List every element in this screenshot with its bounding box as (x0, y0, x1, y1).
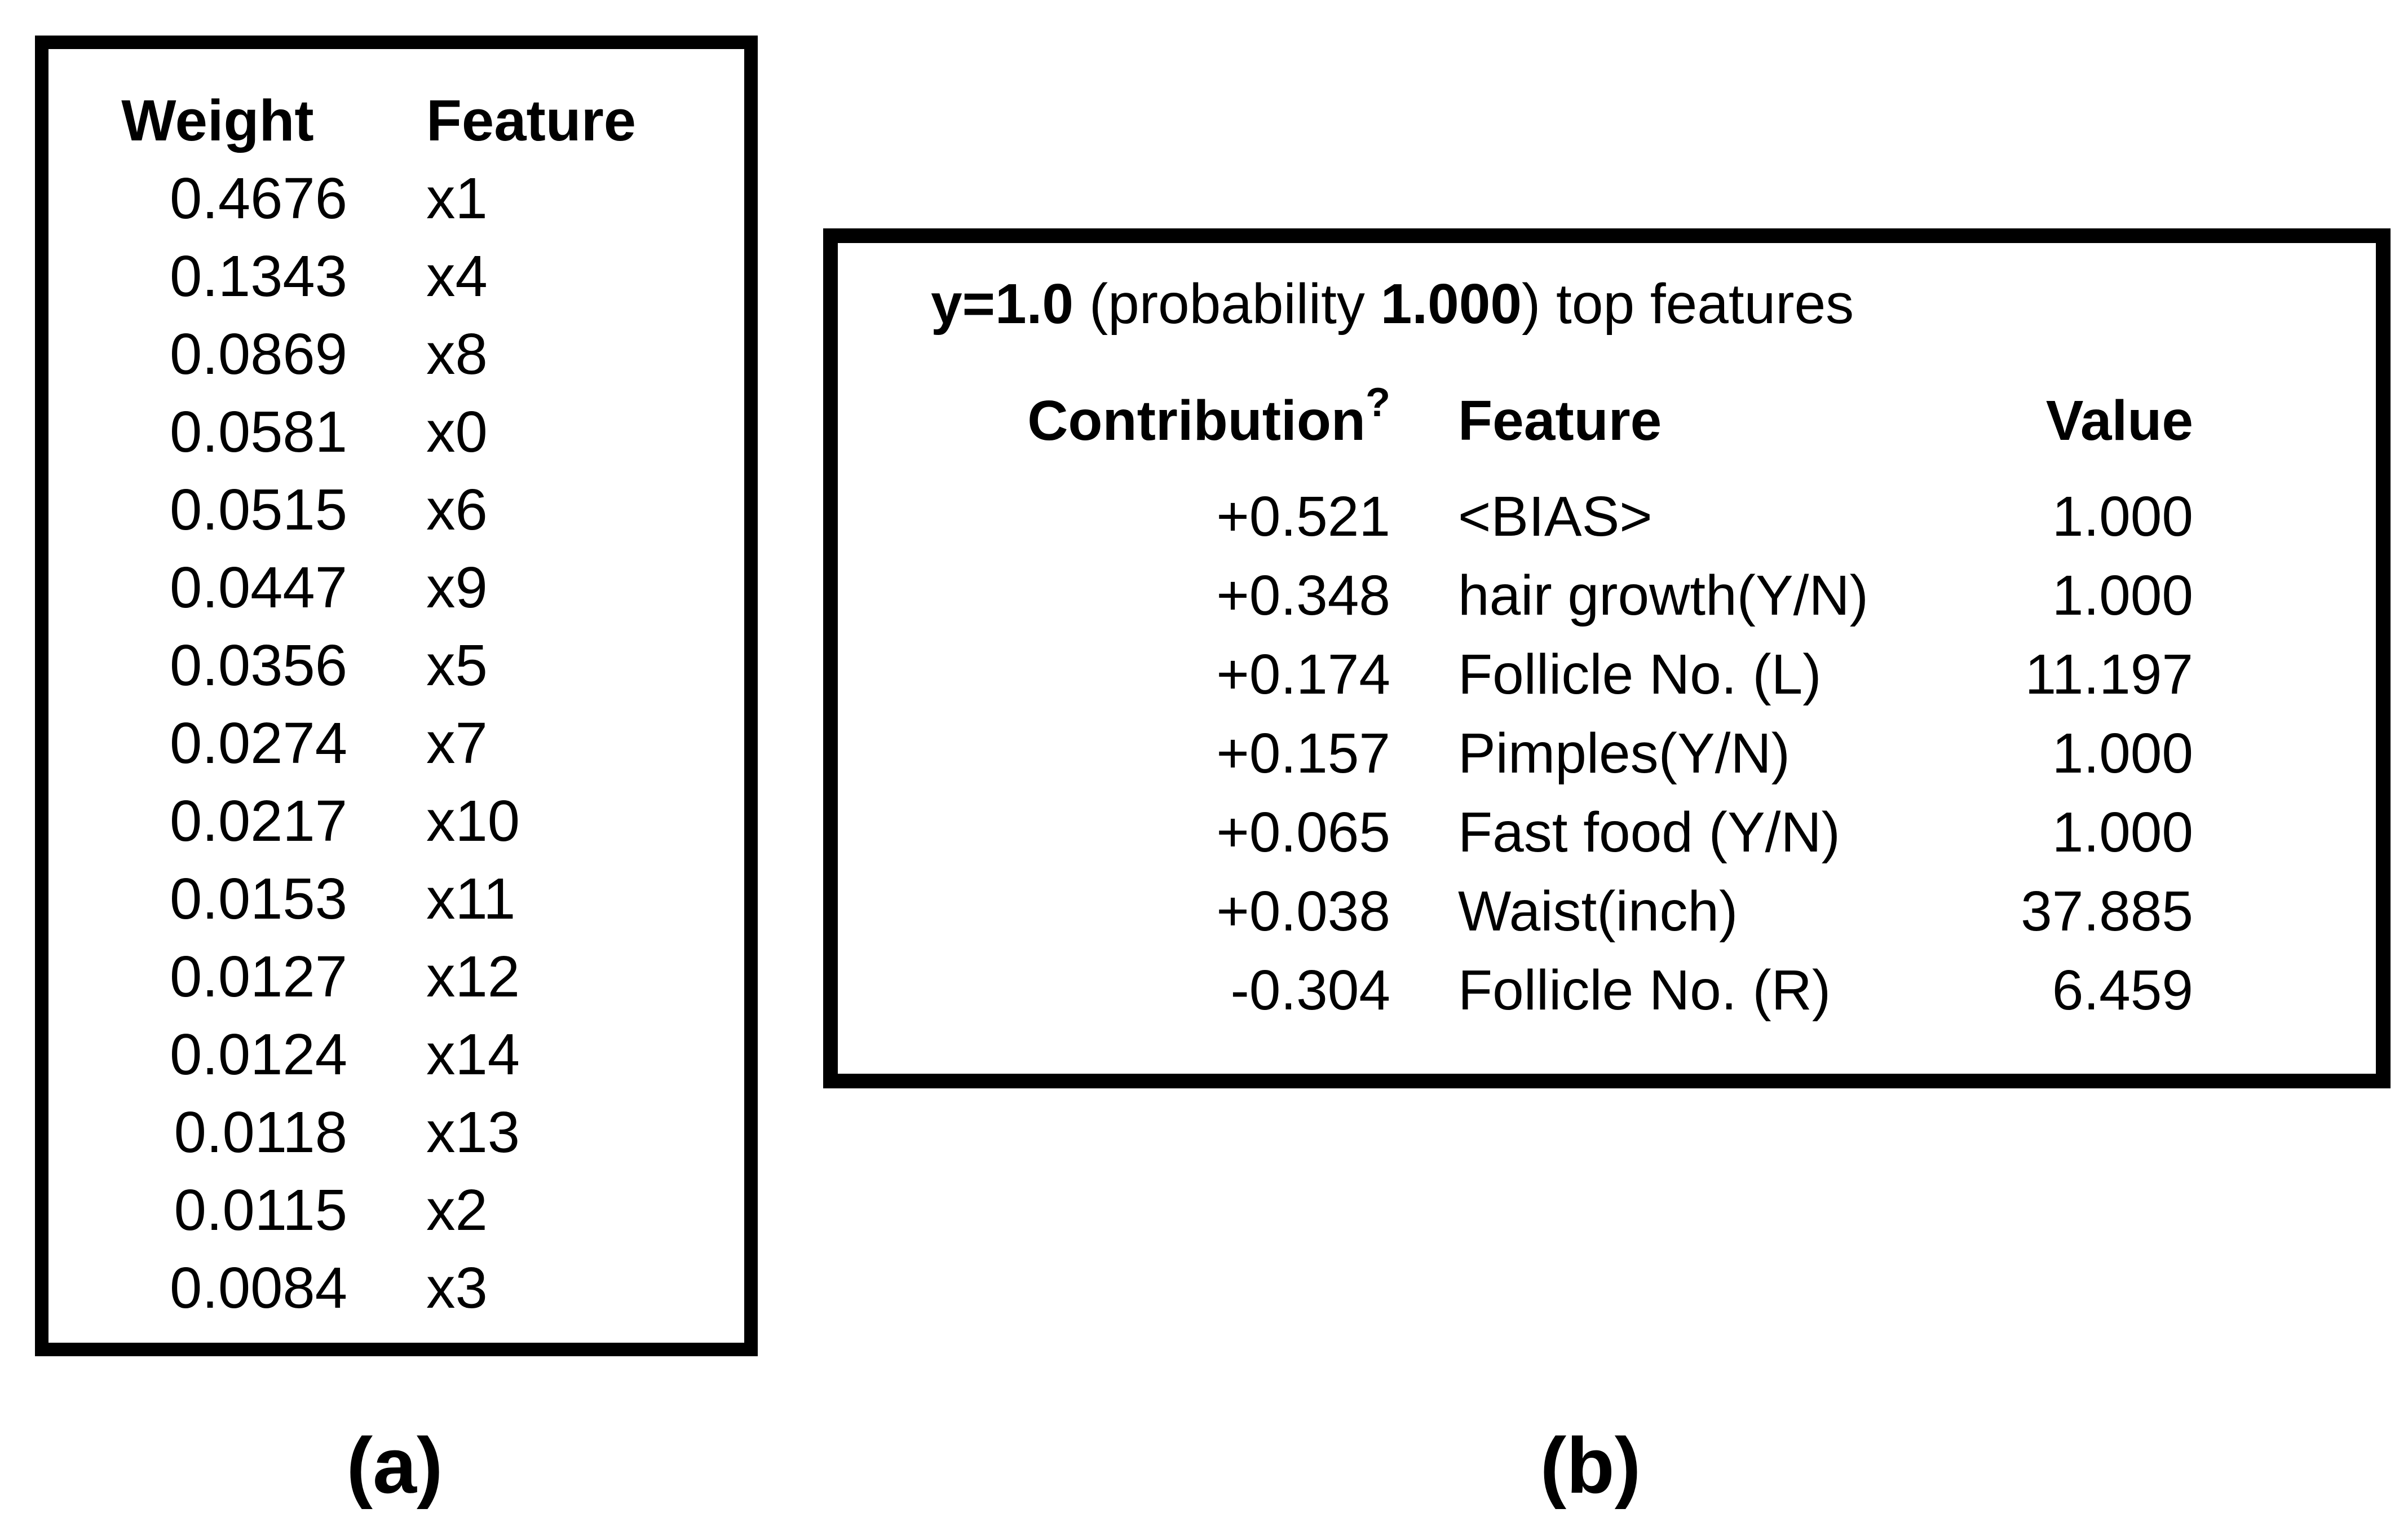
feature-name: Follicle No. (L) (1458, 643, 1822, 706)
weight-value: 0.0115 (174, 1177, 347, 1242)
table-row: +0.521 <BIAS> 1.000 (838, 477, 2193, 556)
subfigure-label-b: (b) (1540, 1421, 1641, 1510)
feature-name: x8 (426, 321, 488, 386)
prediction-class: y=1.0 (931, 272, 1074, 336)
table-row: 0.0217 x10 (88, 782, 636, 860)
feature-name: Pimples(Y/N) (1458, 722, 1790, 785)
feature-column-header: Feature (426, 88, 637, 153)
top-features-label: ) top features (1521, 272, 1854, 336)
table-row: 0.0118 x13 (88, 1093, 636, 1171)
weight-value: 0.1343 (169, 244, 347, 308)
panel-a-weights-table: Weight Feature 0.4676 x1 0.1343 x4 0.086… (35, 36, 758, 1356)
contribution-column-header: Contribution? (838, 380, 1390, 460)
table-row: +0.038 Waist(inch) 37.885 (838, 872, 2193, 951)
feature-value: 37.885 (2021, 880, 2193, 943)
contribution-value: +0.174 (1216, 643, 1390, 706)
table-row: 0.0581 x0 (88, 393, 636, 471)
weight-value: 0.4676 (169, 166, 347, 231)
table-row: +0.174 Follicle No. (L) 11.197 (838, 635, 2193, 714)
table-row: 0.0127 x12 (88, 938, 636, 1016)
table-row: 0.0153 x11 (88, 860, 636, 938)
table-row: 0.0515 x6 (88, 471, 636, 549)
table-row: +0.065 Fast food (Y/N) 1.000 (838, 793, 2193, 872)
weight-value: 0.0274 (169, 711, 347, 775)
panel-b-explanation-table: y=1.0 (probability 1.000) top features C… (823, 228, 2391, 1088)
feature-name: Fast food (Y/N) (1458, 801, 1840, 864)
feature-name: <BIAS> (1458, 485, 1653, 548)
table-row: 0.0084 x3 (88, 1249, 636, 1327)
table-row: +0.348 hair growth(Y/N) 1.000 (838, 556, 2193, 635)
explanation-table-rows: +0.521 <BIAS> 1.000 +0.348 hair growth(Y… (838, 477, 2193, 1030)
weight-value: 0.0447 (169, 555, 347, 620)
weight-value: 0.0127 (169, 944, 347, 1009)
weight-value: 0.0084 (169, 1255, 347, 1320)
contribution-value: +0.065 (1216, 801, 1390, 864)
help-question-mark-icon: ? (1366, 380, 1390, 425)
weight-value: 0.0581 (169, 399, 347, 464)
feature-name: x7 (426, 711, 488, 775)
contribution-value: +0.038 (1216, 880, 1390, 943)
feature-name: x10 (426, 788, 520, 853)
contribution-value: +0.348 (1216, 564, 1390, 627)
weight-value: 0.0356 (169, 633, 347, 698)
feature-name: hair growth(Y/N) (1458, 564, 1868, 627)
feature-name: x12 (426, 944, 520, 1009)
feature-name: x5 (426, 633, 488, 698)
weight-value: 0.0217 (169, 788, 347, 853)
feature-value: 1.000 (2052, 722, 2193, 785)
feature-name: x13 (426, 1100, 520, 1165)
table-row: 0.0447 x9 (88, 549, 636, 627)
table-row: 0.0869 x8 (88, 315, 636, 393)
table-row: 0.0124 x14 (88, 1016, 636, 1093)
feature-name: x11 (426, 866, 516, 931)
feature-name: x1 (426, 166, 488, 231)
table-row: 0.0115 x2 (88, 1171, 636, 1249)
table-row: 0.0356 x5 (88, 627, 636, 704)
feature-value: 11.197 (2025, 643, 2193, 706)
feature-name: x0 (426, 399, 488, 464)
table-row: 0.4676 x1 (88, 160, 636, 237)
subfigure-label-a: (a) (346, 1421, 443, 1510)
table-row: 0.0274 x7 (88, 704, 636, 782)
weights-table-header-row: Weight Feature (88, 82, 636, 160)
feature-name: x2 (426, 1177, 488, 1242)
feature-value: 1.000 (2052, 485, 2193, 548)
feature-name: Follicle No. (R) (1458, 959, 1831, 1022)
feature-value: 1.000 (2052, 564, 2193, 627)
probability-value: 1.000 (1380, 272, 1522, 336)
weight-value: 0.0515 (169, 477, 347, 542)
feature-name: Waist(inch) (1458, 880, 1738, 943)
feature-name: x4 (426, 244, 488, 308)
prediction-title: y=1.0 (probability 1.000) top features (931, 270, 1854, 338)
weight-value: 0.0153 (169, 866, 347, 931)
feature-column-header: Feature (1458, 389, 1662, 452)
contribution-value: +0.521 (1216, 485, 1390, 548)
weight-value: 0.0869 (169, 321, 347, 386)
feature-name: x14 (426, 1022, 520, 1087)
table-row: -0.304 Follicle No. (R) 6.459 (838, 951, 2193, 1030)
weights-table: Weight Feature 0.4676 x1 0.1343 x4 0.086… (88, 82, 636, 1327)
probability-label: (probability (1073, 272, 1381, 336)
weight-value: 0.0118 (174, 1100, 347, 1165)
feature-name: x3 (426, 1255, 488, 1320)
table-row: 0.1343 x4 (88, 237, 636, 315)
feature-value: 6.459 (2052, 959, 2193, 1022)
weight-column-header: Weight (121, 88, 314, 153)
contribution-value: +0.157 (1216, 722, 1390, 785)
value-column-header: Value (2045, 389, 2193, 452)
feature-name: x9 (426, 555, 488, 620)
explanation-table-header-row: Contribution? Feature Value (838, 380, 2193, 460)
weight-value: 0.0124 (169, 1022, 347, 1087)
feature-value: 1.000 (2052, 801, 2193, 864)
feature-name: x6 (426, 477, 488, 542)
contribution-value: -0.304 (1230, 959, 1390, 1022)
table-row: +0.157 Pimples(Y/N) 1.000 (838, 714, 2193, 793)
